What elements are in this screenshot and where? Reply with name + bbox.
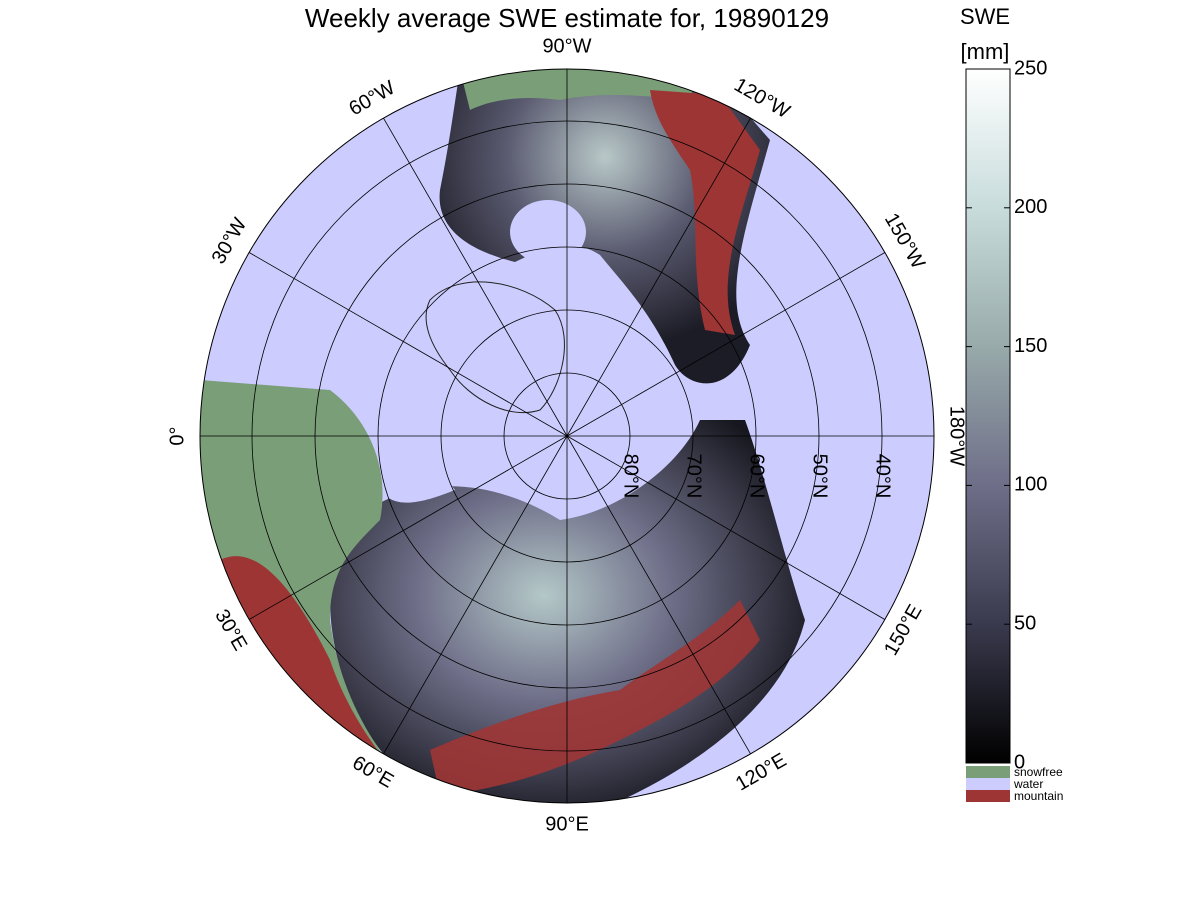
- meridian: [383, 435, 568, 755]
- legend-swatch: [966, 766, 1010, 778]
- colorbar-label: SWE: [960, 4, 1010, 29]
- colorbar-tick-label: 150: [1014, 335, 1047, 357]
- sea: [380, 457, 455, 503]
- meridian: [248, 252, 568, 437]
- parallel-label: 80°N: [620, 454, 642, 499]
- meridian-label: 90°W: [542, 35, 591, 57]
- eurasia: [330, 420, 805, 803]
- meridian-label: 90°E: [545, 813, 589, 835]
- graticule: [200, 69, 934, 803]
- legend-label: water: [1013, 777, 1043, 791]
- colorbar-tick-label: 0: [1014, 751, 1025, 773]
- colorbar-tick-label: 250: [1014, 57, 1047, 79]
- colorbar: [965, 68, 1011, 764]
- legend-swatch: [966, 778, 1010, 790]
- colorbar-tick-label: 200: [1014, 196, 1047, 218]
- legend-label: snowfree: [1014, 765, 1063, 779]
- mountain-area: [220, 556, 420, 803]
- title: Weekly average SWE estimate for, 1989012…: [305, 3, 829, 33]
- meridian-label: 0°: [166, 426, 188, 445]
- meridian: [566, 117, 751, 437]
- greenland: [425, 281, 565, 414]
- parallel-label: 50°N: [809, 454, 831, 499]
- meridian: [566, 435, 751, 755]
- meridian: [566, 435, 886, 620]
- meridian: [248, 435, 568, 620]
- legend-swatch: [966, 790, 1010, 802]
- parallel-label: 60°N: [746, 454, 768, 499]
- hudson-bay: [510, 200, 586, 264]
- colorbar-tick-label: 100: [1014, 474, 1047, 496]
- meridian: [383, 117, 568, 437]
- colorbar-unit: [mm]: [961, 39, 1010, 64]
- meridian-label: 180°W: [946, 406, 968, 466]
- parallel-label: 70°N: [683, 454, 705, 499]
- colorbar-tick-label: 50: [1014, 612, 1036, 634]
- meridian: [566, 252, 886, 437]
- map-border: [199, 68, 935, 804]
- mountain-area: [650, 90, 760, 335]
- legend-label: mountain: [1014, 789, 1063, 803]
- parallel-label: 40°N: [872, 454, 894, 499]
